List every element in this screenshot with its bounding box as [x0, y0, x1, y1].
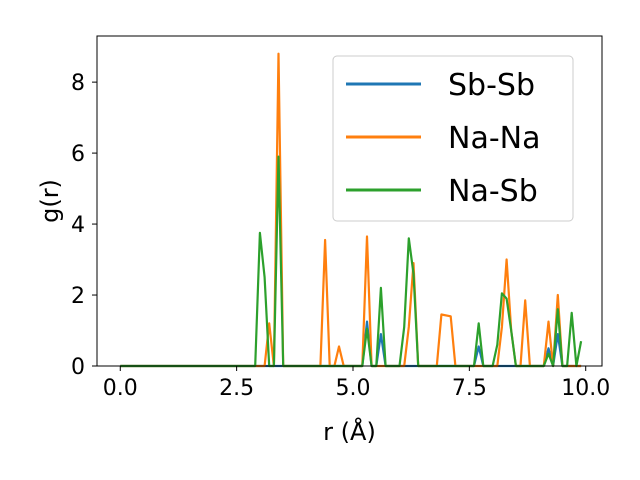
y-axis-label: g(r)	[36, 179, 64, 223]
legend-box	[332, 55, 574, 222]
legend: Sb-Sb Na-Na Na-Sb	[332, 55, 574, 222]
x-tick-label: 2.5	[219, 376, 254, 401]
y-axis-ticks: 0 2 4 6 8	[71, 71, 97, 380]
y-tick-label: 6	[71, 142, 85, 167]
x-tick-label: 7.5	[452, 376, 487, 401]
x-axis-ticks: 0.0 2.5 5.0 7.5 10.0	[103, 366, 610, 401]
x-tick-label: 10.0	[561, 376, 610, 401]
legend-label-sb-sb: Sb-Sb	[448, 68, 535, 103]
plot-frame	[96, 35, 603, 367]
y-tick-label: 2	[71, 284, 85, 309]
x-tick-label: 0.0	[103, 376, 138, 401]
x-tick-label: 5.0	[335, 376, 370, 401]
y-tick-label: 8	[71, 71, 85, 96]
x-axis-label: r (Å)	[323, 417, 376, 446]
y-tick-label: 4	[71, 213, 85, 238]
legend-label-na-sb: Na-Sb	[448, 174, 538, 209]
legend-label-na-na: Na-Na	[448, 121, 540, 156]
y-tick-label: 0	[71, 355, 85, 380]
